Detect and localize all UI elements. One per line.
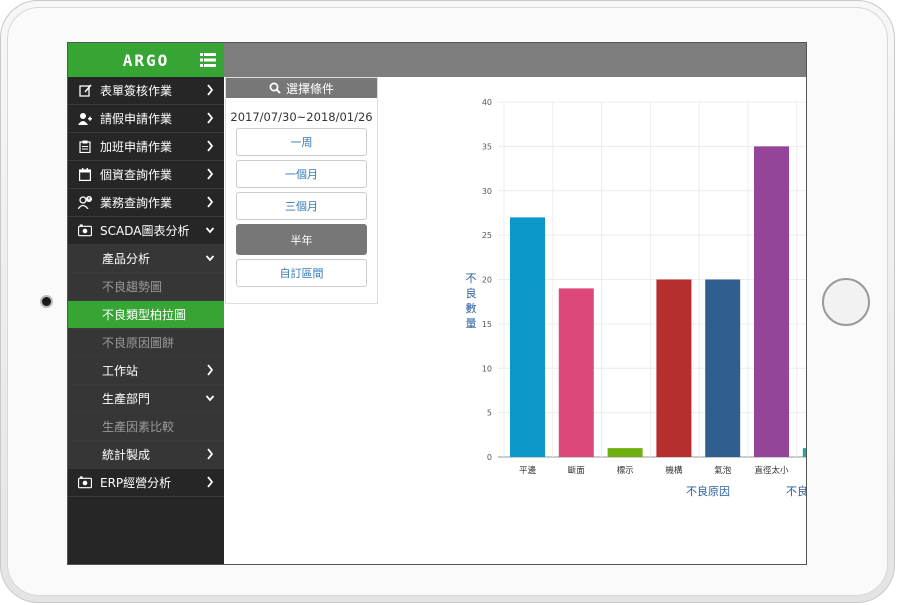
sidebar-item-label: 生產部門 bbox=[102, 392, 151, 406]
range-one-month-button[interactable]: 一個月 bbox=[236, 160, 367, 188]
user-alert-icon bbox=[78, 196, 92, 210]
chevron-right-icon bbox=[207, 364, 214, 376]
sidebar-item-label: 工作站 bbox=[102, 364, 139, 378]
bar bbox=[656, 279, 692, 457]
y-tick-label: 35 bbox=[482, 142, 492, 151]
y-tick-label: 20 bbox=[482, 276, 492, 285]
sidebar-subitem-statistics[interactable]: 統計製成 bbox=[68, 441, 224, 469]
bar bbox=[754, 146, 789, 457]
chevron-down-icon bbox=[206, 395, 214, 402]
x-axis-label-clipped: 不良 bbox=[786, 484, 807, 498]
user-add-icon bbox=[78, 112, 92, 126]
sidebar-item-form-approval[interactable]: 表單簽核作業 bbox=[68, 77, 224, 105]
filter-header[interactable]: 選擇條件 bbox=[226, 78, 377, 98]
range-custom-button[interactable]: 自訂區間 bbox=[236, 259, 367, 287]
bar bbox=[802, 448, 806, 457]
y-tick-label: 25 bbox=[482, 231, 492, 240]
sidebar-item-overtime-request[interactable]: 加班申請作業 bbox=[68, 133, 224, 161]
search-icon bbox=[269, 82, 281, 94]
chevron-right-icon bbox=[207, 476, 214, 488]
date-range-text: 2017/07/30~2018/01/26 bbox=[230, 110, 373, 124]
sidebar-item-label: 生產因素比較 bbox=[102, 420, 175, 434]
x-tick-label: 標示 bbox=[617, 465, 634, 476]
chevron-right-icon bbox=[207, 196, 214, 208]
bar bbox=[705, 279, 741, 457]
bar bbox=[607, 448, 643, 457]
sidebar-item-scada-analysis[interactable]: SCADA圖表分析 bbox=[68, 217, 224, 245]
y-tick-label: 15 bbox=[482, 320, 492, 329]
chevron-right-icon bbox=[207, 140, 214, 152]
sidebar-item-label: 不良類型柏拉圖 bbox=[102, 308, 187, 322]
sidebar-item-label: 產品分析 bbox=[102, 252, 151, 266]
brand-logo: ARGO bbox=[122, 50, 170, 70]
x-axis-label: 不良原因 bbox=[686, 484, 730, 498]
x-tick-label: 斷面 bbox=[568, 465, 586, 476]
sidebar-subitem-defect-cause-pie[interactable]: 不良原因圖餅 bbox=[68, 329, 224, 357]
chevron-right-icon bbox=[207, 168, 214, 180]
sidebar-subitem-workstation[interactable]: 工作站 bbox=[68, 357, 224, 385]
sidebar-subitem-factor-compare[interactable]: 生產因素比較 bbox=[68, 413, 224, 441]
x-tick-label: 直徑太小 bbox=[754, 465, 789, 476]
sidebar-item-label: SCADA圖表分析 bbox=[100, 224, 190, 238]
sidebar-subitem-product-analysis[interactable]: 產品分析 bbox=[68, 245, 224, 273]
sidebar-item-label: 加班申請作業 bbox=[100, 140, 173, 154]
y-tick-label: 30 bbox=[482, 187, 492, 196]
sidebar-item-profile-query[interactable]: 個資查詢作業 bbox=[68, 161, 224, 189]
camera-lens bbox=[42, 297, 51, 306]
sidebar-item-erp-analysis[interactable]: ERP經營分析 bbox=[68, 469, 224, 497]
sidebar-item-label: 不良趨勢圖 bbox=[102, 280, 163, 294]
bar bbox=[558, 288, 594, 457]
dashboard-icon bbox=[78, 224, 92, 238]
sidebar-item-leave-request[interactable]: 請假申請作業 bbox=[68, 105, 224, 133]
y-tick-label: 10 bbox=[482, 364, 492, 373]
sidebar-item-label: 請假申請作業 bbox=[100, 112, 173, 126]
sidebar-item-label: 不良原因圖餅 bbox=[102, 336, 175, 350]
sidebar-item-label: ERP經營分析 bbox=[100, 476, 172, 490]
range-half-year-button[interactable]: 半年 bbox=[236, 224, 367, 255]
calendar-icon bbox=[78, 168, 92, 182]
chevron-down-icon bbox=[206, 255, 214, 262]
y-tick-label: 40 bbox=[482, 98, 492, 107]
sidebar-item-business-query[interactable]: 業務查詢作業 bbox=[68, 189, 224, 217]
range-one-week-button[interactable]: 一周 bbox=[236, 128, 367, 156]
x-tick-label: 平邊 bbox=[519, 465, 537, 476]
sidebar-item-label: 個資查詢作業 bbox=[100, 168, 173, 182]
y-axis-label: 不良數量 bbox=[466, 272, 477, 330]
chevron-right-icon bbox=[207, 448, 214, 460]
sidebar: ARGO 表單簽核作業 請假申請作業 加班申請作業 個資查詢作業 bbox=[68, 43, 224, 564]
y-tick-label: 5 bbox=[487, 409, 492, 418]
bar-chart-svg: 0510152025303540平邊斷面標示機構氣泡直徑太小裂痕標不良數量不良原… bbox=[466, 98, 807, 498]
chevron-right-icon bbox=[207, 112, 214, 124]
brand-header: ARGO bbox=[68, 43, 224, 77]
dashboard-icon bbox=[78, 476, 92, 490]
clipboard-icon bbox=[78, 140, 92, 154]
x-tick-label: 氣泡 bbox=[714, 465, 732, 476]
sidebar-subitem-production-dept[interactable]: 生產部門 bbox=[68, 385, 224, 413]
sidebar-subitem-defect-pareto[interactable]: 不良類型柏拉圖 bbox=[68, 301, 224, 329]
filter-panel: 選擇條件 2017/07/30~2018/01/26 一周 一個月 三個月 半年… bbox=[225, 77, 378, 304]
sidebar-item-label: 業務查詢作業 bbox=[100, 196, 173, 210]
sidebar-item-label: 表單簽核作業 bbox=[100, 84, 173, 98]
app-screen: ARGO 表單簽核作業 請假申請作業 加班申請作業 個資查詢作業 bbox=[67, 42, 807, 565]
sidebar-item-label: 統計製成 bbox=[102, 448, 151, 462]
sidebar-subitem-defect-trend[interactable]: 不良趨勢圖 bbox=[68, 273, 224, 301]
filter-title: 選擇條件 bbox=[285, 81, 334, 96]
hamburger-menu-icon[interactable] bbox=[200, 52, 216, 68]
bar bbox=[510, 217, 545, 457]
x-tick-label: 機構 bbox=[665, 465, 683, 476]
pareto-chart: 0510152025303540平邊斷面標示機構氣泡直徑太小裂痕標不良數量不良原… bbox=[378, 77, 807, 564]
range-three-months-button[interactable]: 三個月 bbox=[236, 192, 367, 220]
chevron-right-icon bbox=[207, 84, 214, 96]
y-tick-label: 0 bbox=[487, 453, 492, 462]
chevron-down-icon bbox=[206, 227, 214, 234]
edit-form-icon bbox=[78, 84, 92, 98]
home-button[interactable] bbox=[822, 278, 870, 326]
